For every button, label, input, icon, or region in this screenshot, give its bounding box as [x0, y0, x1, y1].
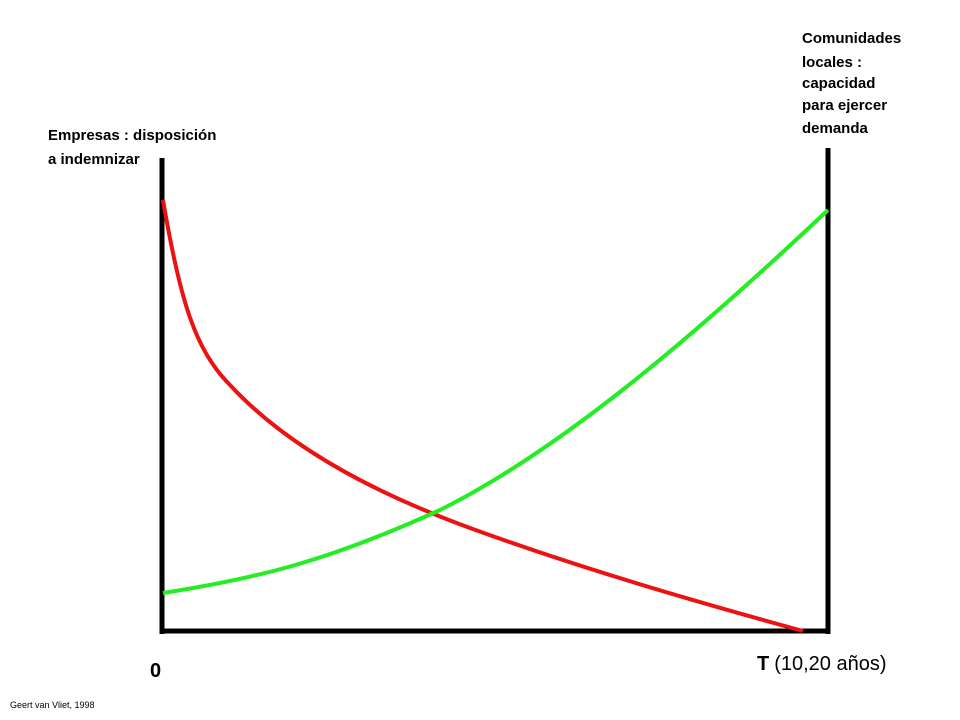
right-label-line: para ejercer [802, 97, 887, 114]
right-label-line: demanda [802, 120, 869, 137]
community-curve [162, 208, 830, 595]
right-label-line: locales : [802, 54, 862, 71]
right-label-line: Comunidades [802, 30, 901, 47]
x-label: T (10,20 años) [757, 653, 887, 675]
origin-label: 0 [150, 660, 161, 682]
company-curve [161, 199, 804, 633]
left-label-line: Empresas : disposición [48, 127, 216, 144]
x-label-text: (10,20 años) [774, 653, 886, 675]
right-label-line: capacidad [802, 75, 875, 92]
credit: Geert van Vliet, 1998 [10, 700, 95, 710]
x-label-symbol: T [757, 653, 769, 675]
left-label-line: a indemnizar [48, 151, 140, 168]
